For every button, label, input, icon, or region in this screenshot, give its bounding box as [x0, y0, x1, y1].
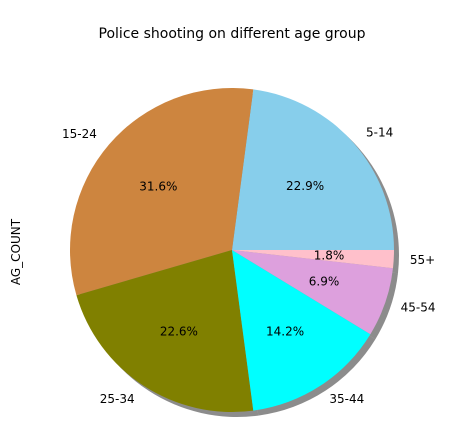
- pie-labels: 5-14 22.9% 15-24 31.6% 25-34 22.6% 35-44 14.2% 4…: [62, 126, 435, 407]
- slice-percent-label: 22.6%: [160, 324, 198, 338]
- pie-slice-15-24: [69, 88, 254, 296]
- slice-label: 35-44: [329, 392, 364, 406]
- slice-label: 15-24: [62, 127, 97, 141]
- slice-percent-label: 22.9%: [286, 179, 324, 193]
- slice-percent-label: 14.2%: [266, 324, 304, 338]
- pie-slice-55+: [232, 250, 394, 269]
- slice-percent-label: 6.9%: [309, 275, 340, 289]
- pie-slice-25-34: [76, 250, 254, 412]
- slice-label: 55+: [410, 253, 435, 267]
- pie-slice-5-14: [232, 89, 394, 250]
- slice-label: 5-14: [366, 126, 393, 140]
- slice-percent-label: 1.8%: [314, 249, 345, 263]
- chart-title: Police shooting on different age group: [99, 26, 366, 42]
- slice-label: 25-34: [100, 392, 135, 406]
- pie-slices: [69, 88, 394, 412]
- y-axis-label: AG_COUNT: [9, 218, 23, 285]
- slice-label: 45-54: [401, 301, 436, 315]
- pie-slice-45-54: [232, 250, 393, 335]
- slice-percent-label: 31.6%: [139, 180, 177, 194]
- pie-slice-35-44: [232, 250, 371, 411]
